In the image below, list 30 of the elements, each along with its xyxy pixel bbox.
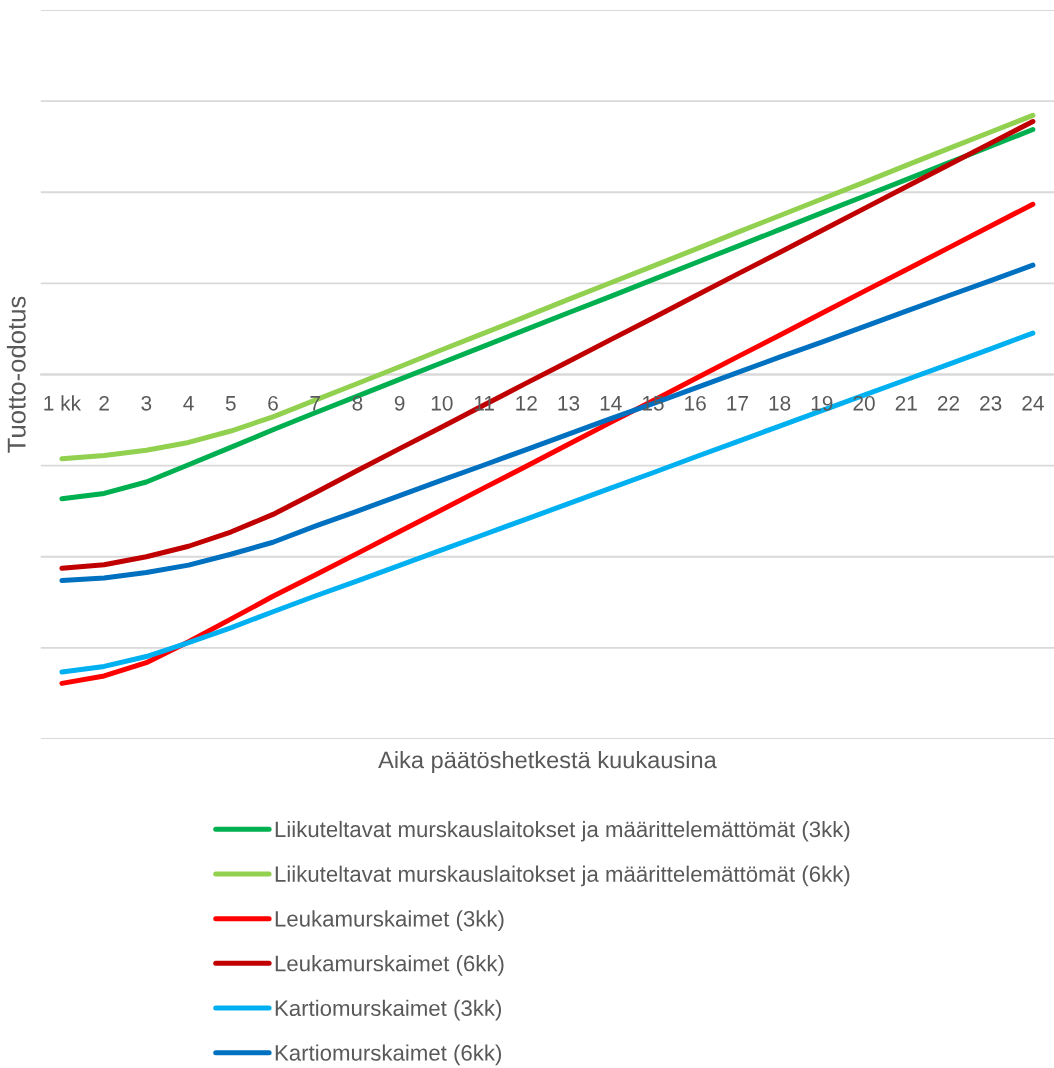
x-tick-label: 17 xyxy=(727,396,748,411)
x-tick-label: 22 xyxy=(937,395,959,411)
x-tick-label: 8 xyxy=(352,395,363,411)
x-tick-label: 5 xyxy=(225,396,236,411)
y-axis-title: Tuotto-odotus xyxy=(6,296,26,453)
legend-label: Leukamurskaimet (3kk) xyxy=(275,910,504,932)
x-tick-label: 19 xyxy=(811,395,833,411)
x-tick-label: 24 xyxy=(1022,395,1044,411)
x-axis-title: Aika päätöshetkestä kuukausina xyxy=(378,751,717,774)
x-tick-label: 2 xyxy=(99,395,109,411)
legend-label: Liikuteltavat murskauslaitokset ja määrittelemättömät (3kk) xyxy=(275,820,850,842)
x-tick-label: 16 xyxy=(685,395,706,411)
x-tick-label: 11 xyxy=(474,396,494,411)
x-tick-label: 3 xyxy=(141,395,152,411)
legend-label: Leukamurskaimet (6kk) xyxy=(275,955,504,976)
x-tick-label: 13 xyxy=(558,395,580,411)
x-tick-label: 12 xyxy=(516,395,537,411)
legend-label: Liikuteltavat murskauslaitokset ja määrittelemättömät (6kk) xyxy=(275,865,850,887)
x-tick-label: 18 xyxy=(769,395,791,411)
x-tick-label: 23 xyxy=(980,395,1002,411)
legend-label: Kartiomurskaimet (3kk) xyxy=(275,999,502,1021)
legend-label: Kartiomurskaimet (6kk) xyxy=(275,1044,502,1066)
x-tick-label: 6 xyxy=(268,395,278,411)
x-tick-label: 10 xyxy=(431,395,453,411)
x-tick-label: 14 xyxy=(600,396,622,411)
x-tick-label: 21 xyxy=(895,395,917,411)
x-tick-label: 4 xyxy=(183,396,194,411)
x-tick-label: 1 kk xyxy=(44,395,82,411)
x-tick-label: 20 xyxy=(853,395,875,411)
x-tick-label: 9 xyxy=(394,395,405,411)
